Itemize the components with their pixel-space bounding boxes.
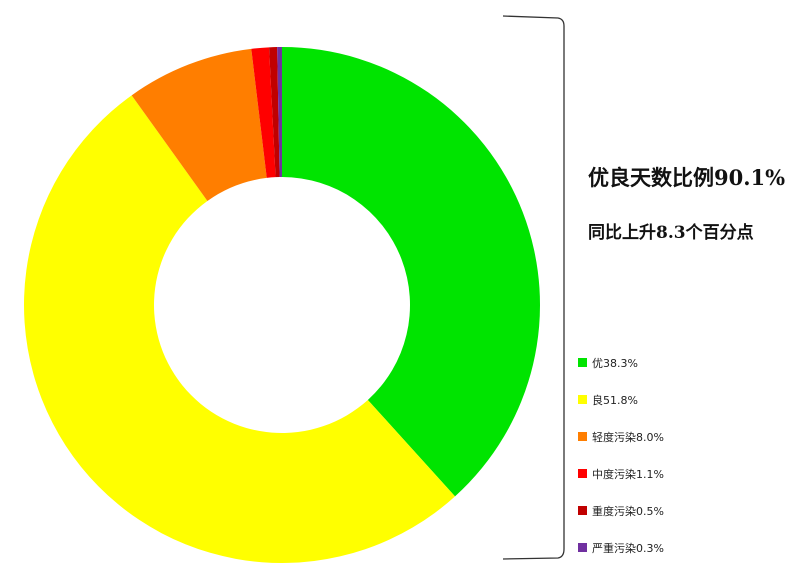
legend: 优38.3% 良51.8% 轻度污染8.0% 中度污染1.1% 重度污染0.5%… [578,344,664,566]
legend-label: 中度污染1.1% [592,467,664,481]
legend-item-severe-pollution: 严重污染0.3% [578,529,664,566]
subline: 同比上升8.3个百分点 [588,223,754,243]
legend-label: 轻度污染8.0% [592,430,664,444]
legend-swatch [578,543,587,552]
donut-chart [23,47,540,563]
legend-label: 良51.8% [592,393,638,407]
slice-1 [23,95,456,563]
legend-label: 严重污染0.3% [592,541,664,555]
legend-swatch [578,506,587,515]
headline: 优良天数比例90.1% [588,165,786,190]
slice-0 [282,47,540,497]
legend-item-liang: 良51.8% [578,381,664,418]
legend-item-heavy-pollution: 重度污染0.5% [578,492,664,529]
legend-label: 优38.3% [592,356,638,370]
legend-swatch [578,469,587,478]
legend-item-moderate-pollution: 中度污染1.1% [578,455,664,492]
slice-5 [277,47,282,178]
legend-swatch [578,432,587,441]
legend-item-you: 优38.3% [578,344,664,381]
legend-label: 重度污染0.5% [592,504,664,518]
slice-3 [251,47,276,178]
legend-item-light-pollution: 轻度污染8.0% [578,418,664,455]
legend-swatch [578,358,587,367]
legend-swatch [578,395,587,404]
slice-4 [269,47,280,178]
slice-2 [131,48,267,201]
